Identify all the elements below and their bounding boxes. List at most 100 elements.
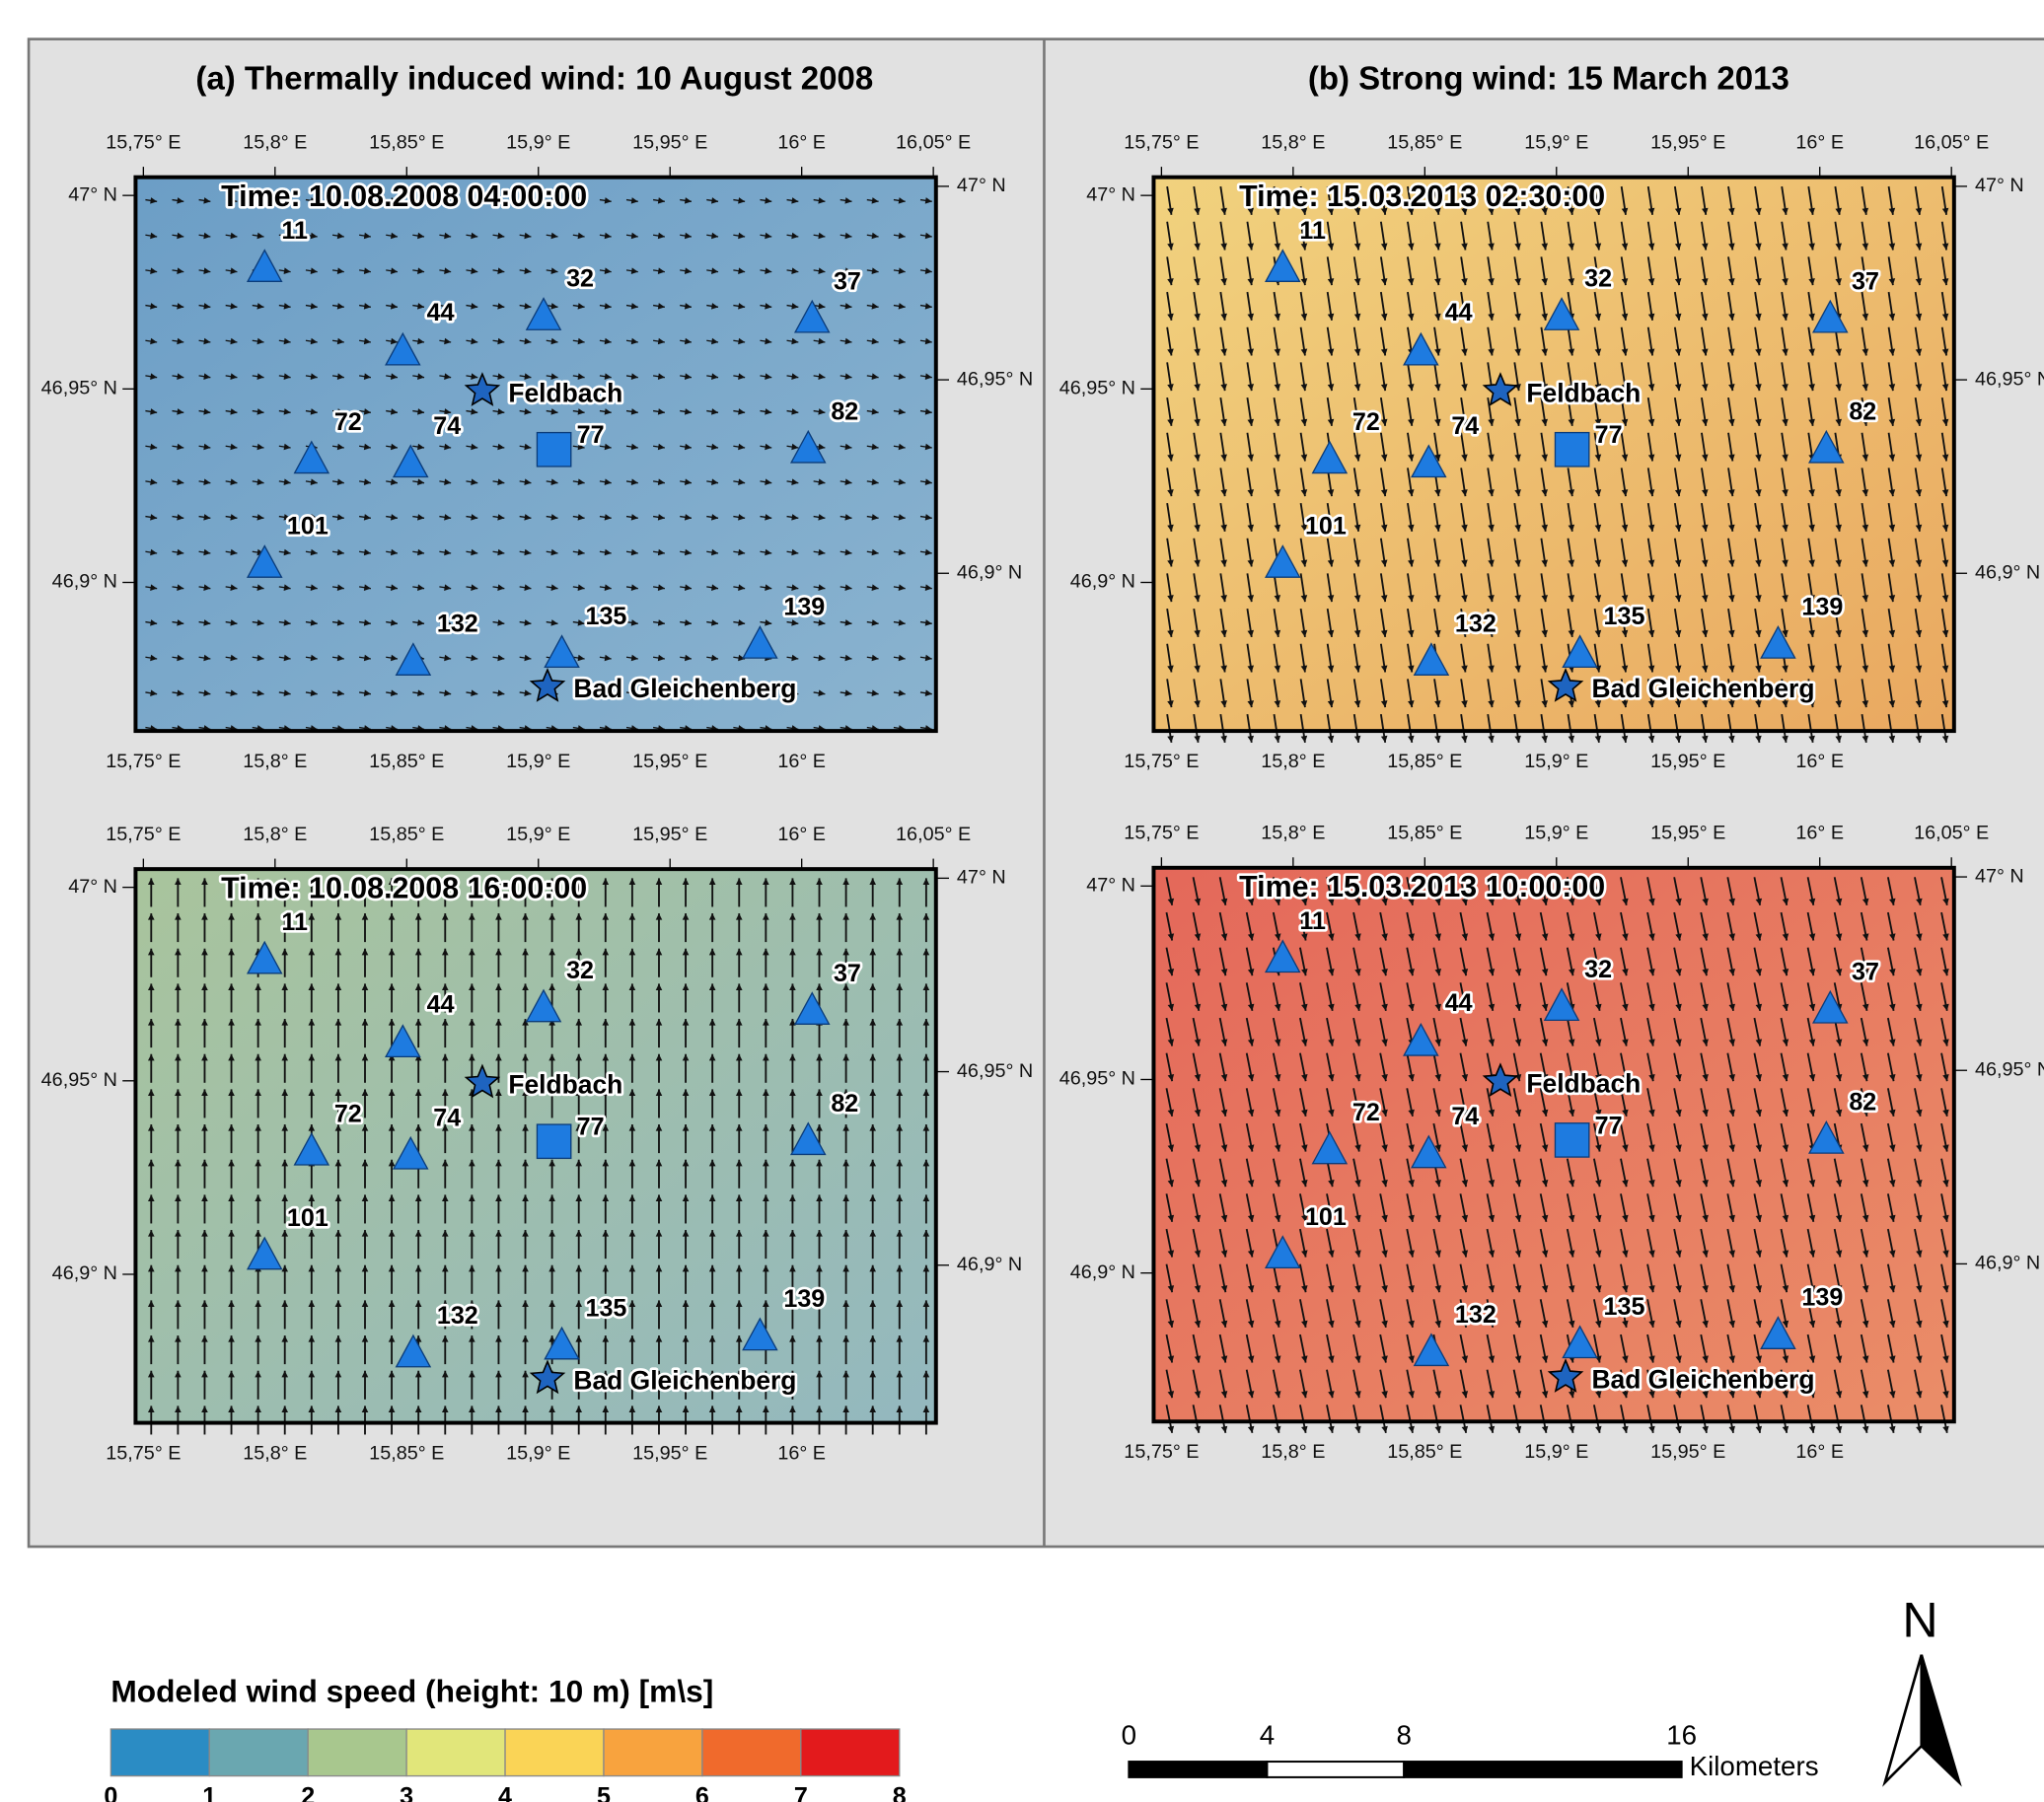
station-label: 139 xyxy=(783,1285,825,1313)
legend-tick-label: 2 xyxy=(301,1783,315,1802)
lat-tick-label: 47° N xyxy=(1975,865,2024,887)
lat-tick-label: 47° N xyxy=(68,876,117,898)
station-label: 132 xyxy=(1455,611,1496,638)
lon-tick-label: 15,95° E xyxy=(632,132,707,154)
lon-tick-label: 15,9° E xyxy=(1524,132,1588,154)
station-label: 132 xyxy=(437,611,478,638)
lat-tick-label: 46,9° N xyxy=(957,1254,1022,1275)
map: Time: 10.08.2008 04:00:00114432377274778… xyxy=(41,132,1034,772)
lon-tick-label: 16° E xyxy=(1795,132,1844,154)
place-label: Feldbach xyxy=(508,1070,622,1100)
scale-tick-label: 16 xyxy=(1666,1719,1697,1750)
station-label: 101 xyxy=(287,513,328,541)
legend-bin xyxy=(110,1729,209,1776)
legend-tick-label: 1 xyxy=(202,1783,216,1802)
lon-tick-label: 15,95° E xyxy=(632,1443,707,1465)
lon-tick-label: 15,85° E xyxy=(1387,1441,1462,1463)
map-time: Time: 10.08.2008 04:00:00 xyxy=(221,180,587,213)
scale-unit: Kilometers xyxy=(1690,1751,1819,1781)
station-square xyxy=(537,433,570,467)
legend-tick-label: 0 xyxy=(104,1783,117,1802)
lat-tick-label: 46,95° N xyxy=(1059,378,1135,399)
station-label: 72 xyxy=(334,408,362,436)
station-label: 77 xyxy=(577,1114,605,1141)
legend-bin xyxy=(604,1729,702,1776)
lon-tick-label: 15,85° E xyxy=(1387,823,1462,844)
station-label: 82 xyxy=(831,397,858,425)
panel-title: (a) Thermally induced wind: 10 August 20… xyxy=(195,60,873,97)
place-label: Feldbach xyxy=(508,378,622,407)
station-label: 135 xyxy=(586,1294,627,1322)
scale-segment xyxy=(1404,1762,1681,1777)
lon-tick-label: 16° E xyxy=(1795,1441,1844,1463)
scale-tick-label: 4 xyxy=(1260,1719,1275,1750)
lon-tick-label: 16° E xyxy=(1795,823,1844,844)
station-label: 37 xyxy=(834,267,861,295)
lon-tick-label: 16,05° E xyxy=(1914,132,1989,154)
lon-tick-label: 15,75° E xyxy=(1124,132,1199,154)
legend-tick-label: 8 xyxy=(893,1783,907,1802)
station-label: 82 xyxy=(1849,397,1876,425)
station-label: 37 xyxy=(1852,958,1879,985)
legend-bin xyxy=(702,1729,801,1776)
lat-tick-label: 46,95° N xyxy=(957,368,1033,390)
station-label: 32 xyxy=(566,265,594,293)
station-label: 44 xyxy=(427,299,455,326)
station-label: 72 xyxy=(1352,1099,1380,1126)
lat-tick-label: 46,9° N xyxy=(957,561,1022,583)
lat-tick-label: 46,9° N xyxy=(52,1262,117,1284)
legend-bin xyxy=(505,1729,604,1776)
station-label: 37 xyxy=(834,960,861,987)
legend-tick-label: 4 xyxy=(498,1783,512,1802)
station-label: 135 xyxy=(586,603,627,630)
lon-tick-label: 15,95° E xyxy=(1650,823,1725,844)
station-label: 74 xyxy=(433,1104,461,1131)
lat-tick-label: 46,95° N xyxy=(41,1069,117,1091)
lat-tick-label: 46,95° N xyxy=(41,378,117,399)
station-square xyxy=(1555,1123,1588,1157)
lat-tick-label: 46,95° N xyxy=(1059,1068,1135,1090)
lon-tick-label: 15,8° E xyxy=(1261,751,1325,772)
station-label: 139 xyxy=(783,594,825,621)
station-square xyxy=(1555,433,1588,467)
station-label: 77 xyxy=(1595,421,1623,449)
legend-bin xyxy=(209,1729,308,1776)
lon-tick-label: 15,85° E xyxy=(369,824,444,845)
station-label: 44 xyxy=(1445,299,1473,326)
panel-title: (b) Strong wind: 15 March 2013 xyxy=(1308,60,1789,97)
lat-tick-label: 46,9° N xyxy=(1070,571,1135,593)
lat-tick-label: 46,9° N xyxy=(1070,1261,1135,1283)
station-label: 37 xyxy=(1852,267,1879,295)
north-arrow xyxy=(1885,1655,1922,1782)
station-label: 132 xyxy=(1455,1301,1496,1329)
lon-tick-label: 16° E xyxy=(777,132,826,154)
station-label: 135 xyxy=(1604,1293,1645,1321)
lon-tick-label: 16° E xyxy=(1795,751,1844,772)
lon-tick-label: 15,85° E xyxy=(369,1443,444,1465)
lat-tick-label: 47° N xyxy=(957,867,1006,889)
lon-tick-label: 15,8° E xyxy=(243,132,307,154)
lon-tick-label: 15,75° E xyxy=(1124,1441,1199,1463)
map-time: Time: 10.08.2008 16:00:00 xyxy=(221,871,587,904)
legend-bin xyxy=(406,1729,505,1776)
scale-tick-label: 8 xyxy=(1396,1719,1411,1750)
map-time: Time: 15.03.2013 02:30:00 xyxy=(1239,180,1605,213)
lon-tick-label: 15,75° E xyxy=(106,751,181,772)
lon-tick-label: 15,8° E xyxy=(1261,132,1325,154)
legend-tick-label: 6 xyxy=(695,1783,709,1802)
legend-title: Modeled wind speed (height: 10 m) [m\s] xyxy=(110,1674,713,1709)
station-label: 72 xyxy=(1352,408,1380,436)
lon-tick-label: 15,85° E xyxy=(369,132,444,154)
lon-tick-label: 15,9° E xyxy=(506,132,570,154)
station-label: 74 xyxy=(1451,1103,1479,1130)
legend-tick-label: 3 xyxy=(400,1783,413,1802)
lon-tick-label: 15,85° E xyxy=(1387,751,1462,772)
station-label: 32 xyxy=(566,957,594,984)
place-label: Bad Gleichenberg xyxy=(573,674,796,703)
scale-tick-label: 0 xyxy=(1122,1719,1136,1750)
station-label: 101 xyxy=(1305,1203,1347,1231)
map: Time: 15.03.2013 10:00:00114432377274778… xyxy=(1059,823,2044,1463)
lon-tick-label: 16,05° E xyxy=(896,132,971,154)
lon-tick-label: 15,75° E xyxy=(1124,751,1199,772)
figure: (a) Thermally induced wind: 10 August 20… xyxy=(0,0,2044,1802)
